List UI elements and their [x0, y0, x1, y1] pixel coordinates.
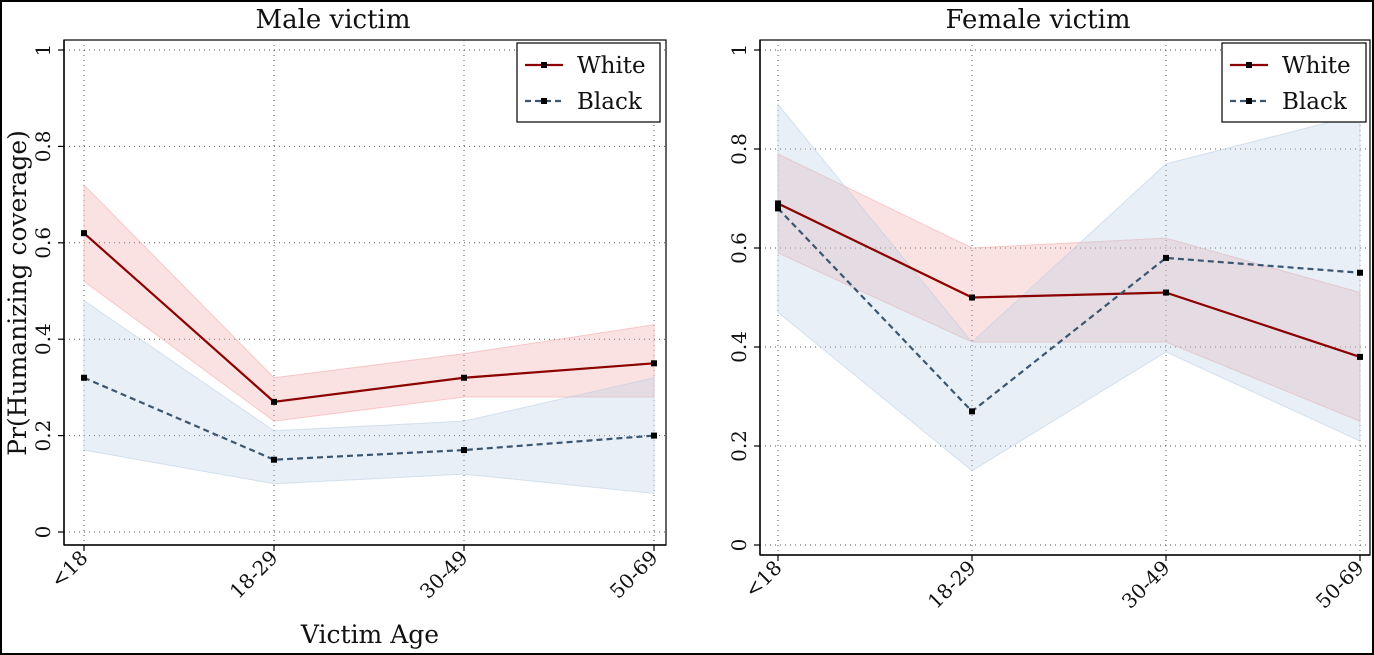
data-point-white	[1357, 353, 1363, 360]
data-point-white	[1163, 289, 1169, 296]
legend-label-white: White	[577, 53, 646, 79]
y-tick-label: 0.4	[727, 331, 751, 363]
y-axis-label: Pr(Humanizing coverage)	[3, 130, 32, 456]
legend-box	[1221, 42, 1367, 123]
data-point-black	[1163, 254, 1169, 261]
data-point-white	[651, 360, 657, 367]
legend-label-black: Black	[1282, 89, 1348, 115]
series-line-black	[83, 376, 655, 461]
data-point-white	[81, 230, 87, 237]
confidence-band-black	[777, 103, 1361, 472]
legend-box	[516, 42, 661, 123]
chart-title: Female victim	[945, 5, 1130, 35]
data-point-black	[1357, 269, 1363, 276]
data-point-black	[461, 447, 467, 454]
y-tick-label: 0.8	[31, 130, 55, 162]
y-tick-label: 0	[31, 526, 55, 539]
series-line-white	[83, 232, 655, 404]
y-tick-label: 0	[727, 539, 751, 552]
data-point-black	[81, 374, 87, 381]
legend-label-black: Black	[577, 89, 643, 115]
confidence-band-black	[83, 299, 655, 494]
legend-label-white: White	[1282, 53, 1351, 79]
chart-title: Male victim	[255, 5, 410, 35]
data-point-black	[775, 205, 781, 212]
y-tick-label: 1	[727, 44, 751, 57]
y-tick-label: 1	[31, 44, 55, 57]
series-line-white	[777, 202, 1361, 358]
y-tick-label: 0.6	[727, 232, 751, 264]
y-tick-label: 0.6	[31, 227, 55, 259]
data-point-white	[461, 374, 467, 381]
legend-marker-black	[541, 98, 547, 104]
y-tick-label: 0.8	[727, 133, 751, 165]
legend-marker-black	[1246, 98, 1252, 104]
y-tick-label: 0.4	[31, 323, 55, 355]
legend-marker-white	[541, 62, 547, 68]
data-point-white	[775, 200, 781, 207]
data-point-white	[271, 398, 277, 405]
x-axis-label: Victim Age	[300, 620, 439, 649]
series-line-black	[777, 207, 1361, 413]
legend: White Black	[1221, 42, 1367, 123]
data-point-black	[969, 408, 975, 415]
data-point-black	[651, 432, 657, 439]
legend-marker-white	[1246, 62, 1252, 68]
legend: White Black	[516, 42, 661, 123]
data-point-white	[969, 294, 975, 301]
data-point-black	[271, 456, 277, 463]
y-tick-label: 0.2	[31, 420, 55, 452]
y-tick-label: 0.2	[727, 430, 751, 462]
